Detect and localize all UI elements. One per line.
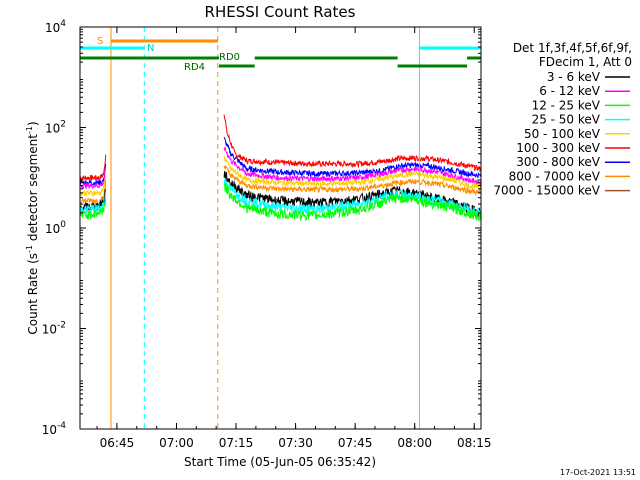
x-tick-label-3: 07:30 — [278, 436, 313, 450]
series-25-50keV-seg1 — [223, 178, 482, 218]
legend-entry-label-5: 100 - 300 keV — [516, 141, 600, 155]
legend-entry-label-4: 50 - 100 keV — [524, 127, 601, 141]
series-6-12keV-seg1 — [223, 146, 482, 188]
series-50-100keV-seg1 — [223, 156, 482, 190]
legend-header-detectors: Det 1f,3f,4f,5f,6f,9f, — [513, 41, 632, 55]
legend: Det 1f,3f,4f,5f,6f,9f, FDecim 1, Att 0 3… — [493, 41, 632, 198]
y-tick-label-0: 10-4 — [42, 421, 67, 437]
legend-entry-label-6: 300 - 800 keV — [516, 155, 600, 169]
y-axis-label: Count Rate (s-1 detector segment-1) — [25, 121, 40, 334]
series-6-12keV-seg0 — [79, 166, 107, 190]
series-50-100keV-seg0 — [79, 175, 107, 198]
rd4-label: RD4 — [184, 62, 205, 73]
series-800-7000keV-seg1 — [223, 164, 481, 196]
x-tick-label-4: 07:45 — [338, 436, 373, 450]
x-axis-label: Start Time (05-Jun-05 06:35:42) — [184, 455, 376, 469]
x-tick-label-2: 07:15 — [219, 436, 254, 450]
night-label: N — [147, 43, 154, 54]
timestamp: 17-Oct-2021 13:51 — [560, 468, 636, 477]
legend-entry-label-1: 6 - 12 keV — [539, 84, 601, 98]
tick-layer: 06:45 07:00 07:15 07:30 07:45 08:00 08:15 10-4 1… — [42, 19, 492, 450]
legend-entry-label-2: 12 - 25 keV — [532, 98, 601, 112]
x-tick-label-5: 08:00 — [397, 436, 432, 450]
series-100-300keV-seg0 — [79, 154, 107, 182]
vline-layer — [79, 27, 482, 429]
rd0-label: RD0 — [219, 52, 240, 63]
series-100-300keV-seg1 — [223, 114, 482, 173]
y-tick-label-3: 102 — [45, 120, 66, 136]
plot-frame — [79, 26, 482, 430]
saa-label: S — [97, 36, 103, 47]
y-tick-label-2: 100 — [45, 220, 66, 236]
chart-title: RHESSI Count Rates — [205, 3, 356, 21]
bar-layer — [80, 39, 481, 68]
x-tick-label-1: 07:00 — [159, 436, 194, 450]
x-tick-label-0: 06:45 — [100, 436, 135, 450]
series-300-800keV-seg0 — [79, 163, 107, 187]
legend-entry-label-7: 800 - 7000 keV — [509, 169, 601, 183]
legend-entry-label-3: 25 - 50 keV — [532, 113, 601, 127]
series-3-6keV-seg0 — [79, 188, 107, 214]
legend-entry-label-0: 3 - 6 keV — [547, 70, 601, 84]
series-300-800keV-seg1 — [223, 136, 482, 179]
x-tick-label-6: 08:15 — [457, 436, 492, 450]
series-layer — [79, 114, 482, 223]
y-tick-label-4: 104 — [45, 19, 66, 35]
legend-header-decim: FDecim 1, Att 0 — [539, 55, 632, 69]
series-12-25keV-seg0 — [79, 198, 107, 220]
series-12-25keV-seg1 — [223, 183, 482, 223]
series-800-7000keV-seg0 — [79, 179, 107, 206]
y-tick-label-1: 10-2 — [42, 321, 66, 337]
legend-entry-label-8: 7000 - 15000 keV — [493, 184, 600, 198]
